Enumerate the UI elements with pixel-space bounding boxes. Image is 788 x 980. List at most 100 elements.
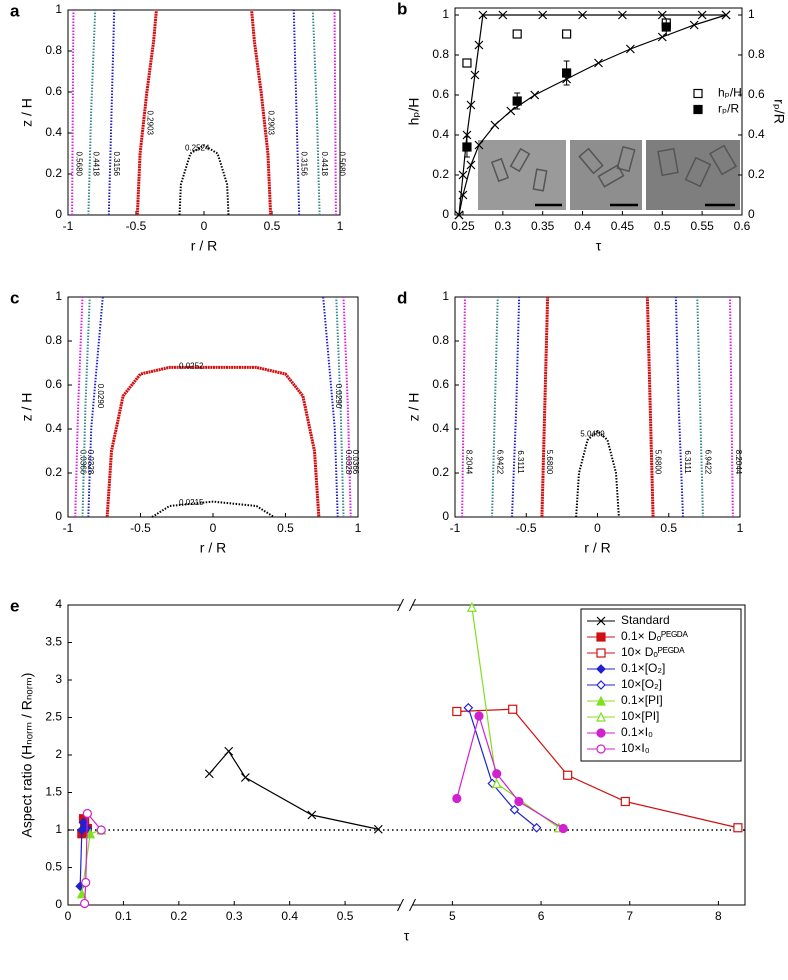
x-tick-label: 0	[210, 521, 217, 535]
legend-label: 10×[O₂]	[621, 677, 662, 691]
x-tick-label: 0	[594, 521, 601, 535]
y2-tick-label: 0.6	[748, 87, 765, 101]
legend-label: Standard	[621, 613, 670, 627]
y-tick-label: 2.5	[45, 710, 62, 724]
y-tick-label: 1	[442, 289, 449, 303]
contour-label: 0.5680	[74, 152, 83, 177]
marker	[596, 664, 606, 674]
marker	[558, 823, 568, 834]
marker	[657, 32, 667, 42]
y2-tick-label: 0.8	[748, 47, 765, 61]
marker	[96, 825, 106, 835]
marker	[474, 140, 484, 150]
marker	[204, 769, 214, 779]
series-line	[84, 811, 102, 904]
marker	[693, 104, 703, 115]
series-line	[335, 296, 345, 518]
x-tick-label: 0	[201, 219, 208, 233]
marker	[454, 210, 464, 220]
y-tick-label: 0	[55, 897, 62, 911]
series-line	[151, 500, 275, 518]
series-line	[208, 750, 379, 830]
marker	[733, 823, 743, 833]
marker	[466, 601, 477, 612]
marker	[462, 142, 472, 152]
contour-label: 0.5680	[337, 152, 346, 177]
y-tick-label: 2	[55, 747, 62, 761]
x-tick-label: -1	[63, 521, 74, 535]
panel-label: b	[397, 0, 407, 18]
x-tick-label: 0.4	[281, 909, 298, 923]
y-tick-label: 0	[442, 207, 449, 221]
contour-label: 0.2903	[266, 111, 275, 136]
series-line	[311, 9, 321, 216]
marker	[509, 804, 520, 815]
x-tick-label: 7	[626, 909, 633, 923]
axis-break	[397, 898, 416, 912]
series-line	[322, 296, 339, 518]
series-line	[87, 296, 104, 518]
y-axis-label: z / H	[406, 393, 422, 422]
marker	[697, 10, 707, 20]
marker	[462, 58, 472, 68]
legend-label: 0.1×[PI]	[621, 693, 663, 707]
series-line	[575, 429, 620, 518]
marker	[562, 29, 572, 39]
contour-label: 0.4418	[92, 152, 101, 177]
marker	[693, 88, 703, 99]
marker	[596, 616, 606, 626]
marker	[596, 695, 606, 706]
contour-label: 0.4418	[320, 152, 329, 177]
contour-label: 6.3111	[516, 450, 525, 474]
contour-label: 0.0328	[344, 450, 353, 475]
marker	[506, 106, 516, 116]
marker	[478, 10, 488, 20]
x-tick-label: 0.5	[337, 909, 354, 923]
marker	[490, 120, 500, 130]
x-tick-label: 0.45	[611, 219, 635, 233]
legend-label: 0.1×[O₂]	[621, 661, 665, 675]
marker	[492, 769, 502, 779]
marker	[452, 706, 462, 717]
x-axis-label: r / R	[584, 540, 610, 556]
axis-frame	[67, 296, 359, 518]
marker	[596, 711, 606, 722]
contour-label: 0.0252	[179, 362, 204, 371]
y-tick-label: 0	[442, 509, 449, 523]
marker	[82, 808, 92, 819]
y-tick-label: 0.5	[45, 860, 62, 874]
marker	[462, 130, 472, 140]
marker	[596, 744, 606, 754]
y2-tick-label: 0	[748, 207, 755, 221]
series-line	[511, 296, 521, 518]
y-axis-label: hₚ/H	[406, 98, 422, 126]
inset-images	[478, 140, 740, 210]
y-tick-label: 0	[55, 509, 62, 523]
x-tick-label: 0.25	[451, 219, 475, 233]
marker	[563, 770, 573, 780]
y-tick-label: 1	[55, 289, 62, 303]
x-tick-label: -0.5	[126, 219, 147, 233]
x-axis-label: r / R	[200, 540, 226, 556]
marker	[617, 10, 627, 20]
axis-break	[397, 598, 416, 612]
legend-label: 0.1× Dₒᴾᴱᴳᴰᴬ	[621, 629, 689, 643]
contour-label: 0.2524	[185, 144, 210, 153]
y-tick-label: 0.8	[45, 333, 62, 347]
series-line	[540, 296, 550, 518]
marker	[491, 778, 502, 789]
contour-label: 0.3156	[112, 152, 121, 177]
legend-label: 10× Dₒᴾᴱᴳᴰᴬ	[621, 645, 685, 659]
series-line	[645, 296, 655, 518]
inset-image	[478, 140, 566, 210]
marker	[463, 702, 474, 713]
series-line	[471, 607, 560, 829]
contour-label: 0.0290	[96, 384, 105, 409]
panel-label: d	[397, 288, 407, 307]
marker	[498, 10, 508, 20]
y-tick-label: 0.4	[432, 127, 449, 141]
series-line	[81, 296, 91, 518]
y-tick-label: 1.5	[45, 785, 62, 799]
marker	[562, 68, 572, 78]
